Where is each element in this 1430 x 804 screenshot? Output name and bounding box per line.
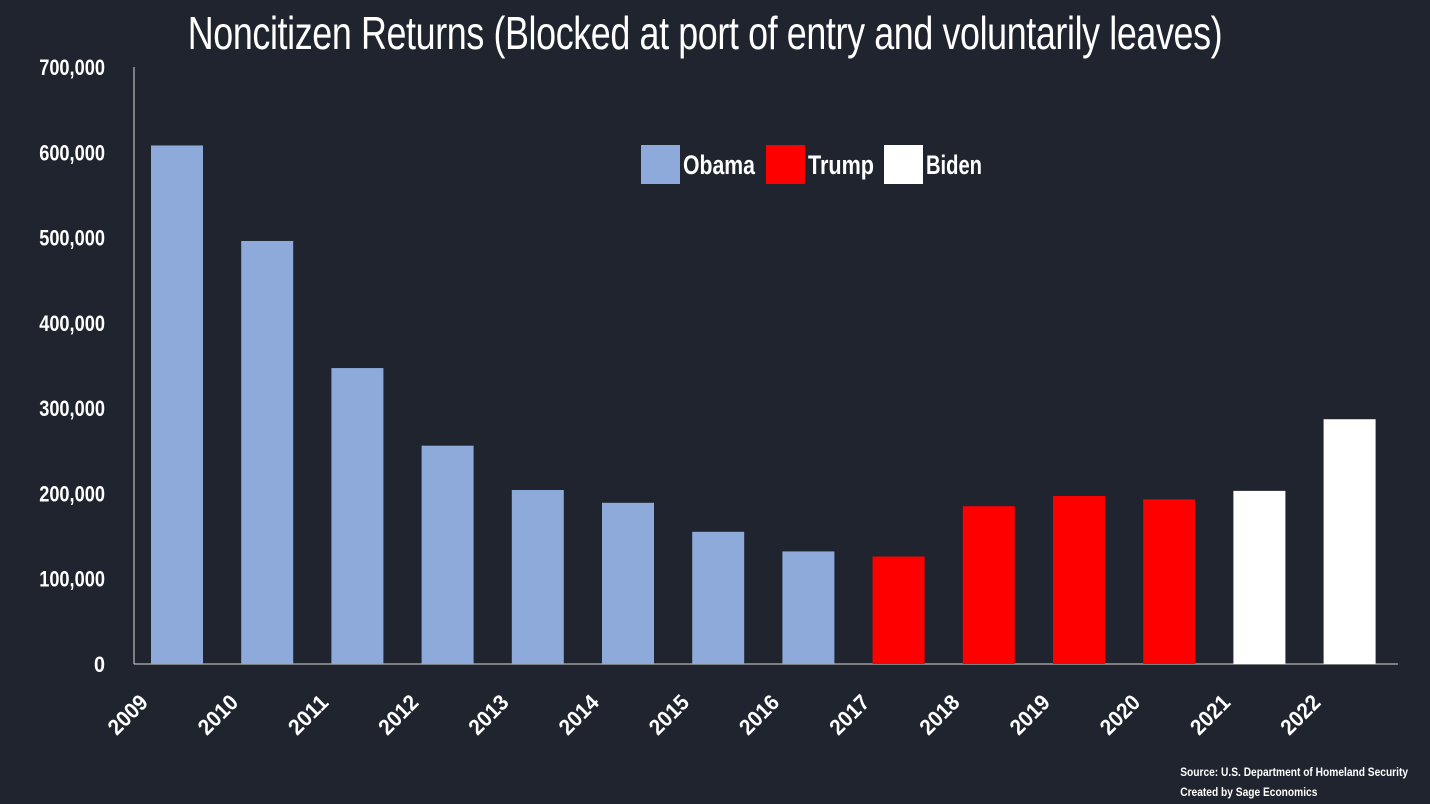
bar-2011: [331, 368, 384, 664]
y-tick-label: 300,000: [39, 396, 105, 421]
bar-2014: [602, 502, 654, 664]
credit-text: Created by Sage Economics: [1180, 785, 1318, 799]
bars: [151, 145, 1376, 665]
bar-2019: [1053, 495, 1105, 664]
legend-label-trump: Trump: [808, 150, 874, 180]
bar-2015: [692, 531, 745, 664]
y-tick-label: 500,000: [39, 226, 105, 251]
legend-label-obama: Obama: [683, 150, 756, 180]
y-tick-label: 700,000: [39, 55, 105, 80]
x-tick-label: 2017: [824, 690, 874, 740]
legend-swatch-biden: [884, 145, 923, 184]
x-tick-label: 2010: [193, 690, 243, 740]
bar-2021: [1233, 490, 1286, 664]
bar-2022: [1323, 419, 1376, 664]
x-tick-label: 2021: [1185, 690, 1235, 740]
y-tick-label: 400,000: [39, 311, 105, 336]
legend-label-biden: Biden: [926, 150, 982, 180]
x-tick-label: 2020: [1095, 690, 1145, 740]
y-tick-label: 100,000: [39, 567, 105, 592]
bar-2020: [1143, 499, 1196, 664]
legend: Obama Trump Biden: [641, 145, 982, 184]
x-tick-label: 2016: [734, 690, 784, 740]
x-tick-label: 2012: [373, 690, 423, 740]
x-tick-label: 2009: [103, 690, 153, 740]
x-axis: 2009 2010 2011 2012 2013 2014 2015 2016 2017 2018…: [103, 663, 1398, 740]
bar-2018: [962, 506, 1015, 664]
legend-swatch-trump: [766, 145, 805, 184]
y-axis: 0 100,000 200,000 300,000 400,000 500,000 600,…: [39, 55, 135, 677]
x-tick-label: 2018: [914, 690, 964, 740]
x-tick-label: 2011: [283, 690, 333, 740]
bar-2009: [151, 145, 203, 664]
bar-2012: [421, 445, 474, 664]
source-text: Source: U.S. Department of Homeland Secu…: [1180, 765, 1408, 779]
x-tick-label: 2022: [1275, 690, 1325, 740]
source-note: Source: U.S. Department of Homeland Secu…: [1180, 762, 1408, 802]
x-tick-label: 2014: [554, 689, 605, 740]
bar-2013: [511, 490, 564, 664]
y-tick-label: 600,000: [39, 140, 105, 165]
x-tick-label: 2013: [463, 690, 513, 740]
legend-swatch-obama: [641, 145, 680, 184]
bar-2010: [241, 240, 294, 665]
y-tick-label: 200,000: [39, 481, 105, 506]
y-tick-label: 0: [94, 652, 105, 677]
x-tick-label: 2015: [644, 690, 694, 740]
x-tick-label: 2019: [1005, 690, 1055, 740]
bar-2016: [782, 551, 835, 664]
bar-2017: [872, 556, 925, 664]
chart-title: Noncitizen Returns (Blocked at port of e…: [187, 7, 1223, 59]
